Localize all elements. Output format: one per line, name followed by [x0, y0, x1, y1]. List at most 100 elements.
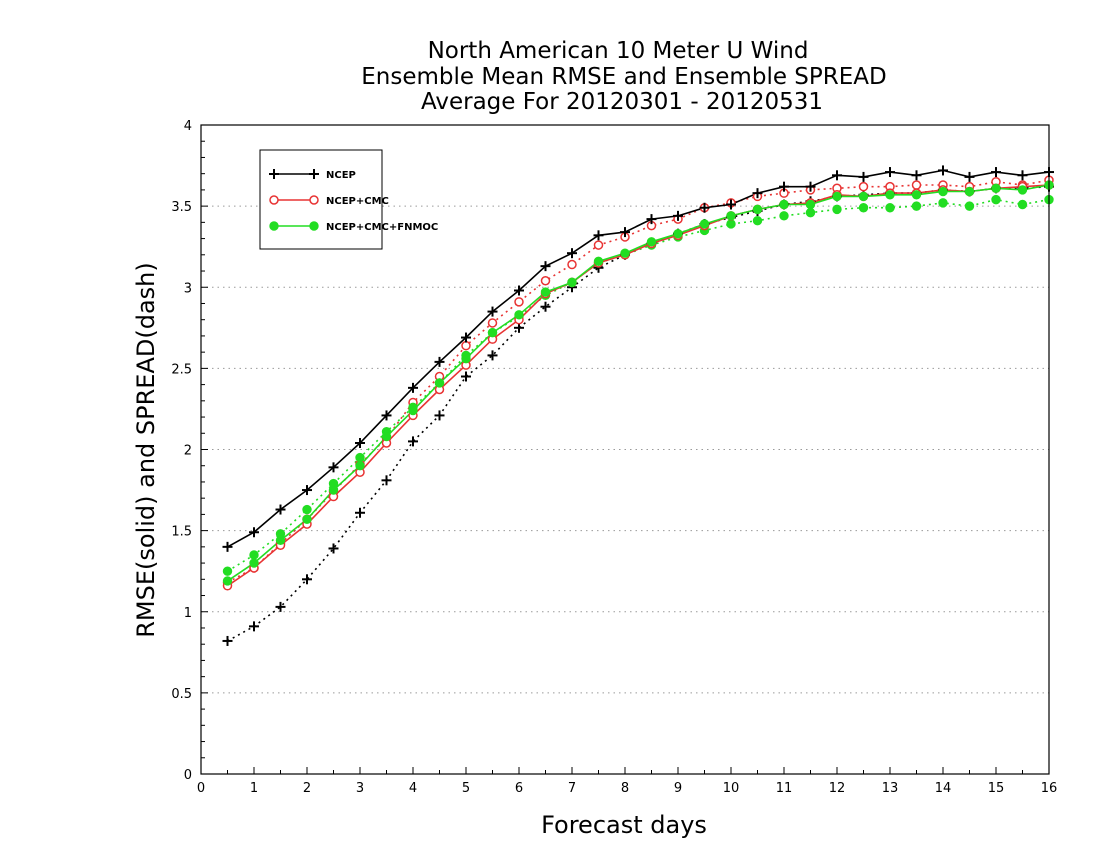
legend-marker-end-ncep [309, 169, 319, 179]
ncep-rmse-point-25 [885, 167, 895, 178]
ncep-cmc-fnmoc-rmse-point-20 [752, 204, 763, 215]
ncep-cmc-fnmoc-rmse-point-15 [620, 248, 630, 258]
ncep-spread-point-3 [302, 574, 312, 585]
ncep-cmc-fnmoc-spread-point-30 [1017, 199, 1028, 210]
legend-marker-start-ncep [269, 169, 279, 179]
ncep-spread-point-2 [275, 601, 286, 612]
ncep-cmc-fnmoc-rmse-point-22 [805, 199, 816, 210]
y-tick-label-2: 1 [184, 606, 192, 621]
ncep-rmse-point-28 [964, 171, 975, 182]
ncep-rmse-point-20 [752, 188, 763, 199]
x-tick-label-9: 9 [674, 781, 682, 796]
y-tick-label-3: 1.5 [171, 525, 192, 540]
legend-marker-end-ncep-cmc-fnmoc [309, 221, 319, 231]
y-tick-label-5: 2.5 [171, 362, 192, 377]
ncep-cmc-fnmoc-rmse-point-14 [593, 256, 604, 266]
ncep-spread-point-4 [328, 543, 339, 554]
legend-marker-start-ncep-cmc [269, 195, 279, 205]
ncep-rmse-point-22 [805, 181, 816, 192]
ncep-spread-point-11 [514, 322, 524, 333]
x-tick-label-15: 15 [988, 781, 1005, 796]
legend: NCEP NCEP+CMC NCEP+CMC+FNMOC [259, 149, 438, 250]
ncep-rmse-point-0 [222, 541, 233, 552]
ncep-spread-point-12 [540, 301, 551, 312]
x-tick-label-8: 8 [621, 781, 629, 796]
ncep-cmc-fnmoc-rmse-point-12 [540, 287, 551, 297]
ncep-cmc-fnmoc-rmse-point-0 [222, 576, 233, 586]
ncep-rmse-point-9 [461, 332, 471, 343]
ncep-rmse-point-12 [540, 261, 551, 272]
ncep-rmse-point-13 [567, 248, 577, 259]
ncep-spread-line [227, 185, 1050, 642]
ncep-rmse-point-11 [514, 285, 524, 296]
ncep-spread-point-9 [461, 371, 471, 382]
ncep-cmc-fnmoc-rmse-point-7 [408, 405, 418, 416]
x-tick-label-0: 0 [197, 781, 205, 796]
ncep-cmc-spread-point-14 [593, 240, 604, 250]
ncep-cmc-spread-point-13 [567, 259, 577, 270]
ncep-rmse-point-8 [434, 356, 445, 367]
ncep-rmse-point-17 [673, 210, 683, 221]
ncep-rmse-point-30 [1017, 170, 1028, 181]
chart-title-line-3: Average For 20120301 - 20120531 [421, 89, 823, 115]
y-tick-label-0: 0 [184, 768, 192, 783]
ncep-cmc-fnmoc-rmse-point-24 [858, 191, 869, 202]
x-tick-label-3: 3 [356, 781, 364, 796]
ncep-cmc-fnmoc-rmse-point-18 [699, 219, 710, 229]
ncep-cmc-fnmoc-rmse-point-29 [991, 183, 1001, 193]
ncep-cmc-spread-point-26 [911, 180, 922, 190]
ncep-rmse-point-10 [487, 306, 498, 317]
ncep-rmse-point-3 [302, 485, 312, 496]
ncep-rmse-point-19 [726, 199, 736, 210]
chart-title-line-1: North American 10 Meter U Wind [428, 38, 809, 64]
legend-marker-start-ncep-cmc-fnmoc [269, 221, 279, 231]
ncep-cmc-fnmoc-rmse-point-27 [938, 186, 948, 197]
ncep-spread-point-0 [222, 635, 233, 646]
x-tick-label-5: 5 [462, 781, 470, 796]
ncep-cmc-fnmoc-spread-point-21 [779, 211, 789, 221]
ncep-cmc-fnmoc-rmse-point-11 [514, 310, 524, 320]
x-tick-label-7: 7 [568, 781, 576, 796]
x-tick-label-4: 4 [409, 781, 417, 796]
x-tick-label-12: 12 [829, 781, 846, 796]
ncep-rmse-point-24 [858, 171, 869, 182]
x-axis: 0 1 2 3 4 5 6 7 8 9 10 11 12 13 14 15 16 [197, 767, 1057, 796]
x-tick-label-16: 16 [1041, 781, 1058, 796]
ncep-cmc-fnmoc-rmse-point-28 [964, 186, 975, 197]
ncep-cmc-fnmoc-spread-point-3 [302, 504, 312, 515]
legend-label-ncep-cmc-fnmoc: NCEP+CMC+FNMOC [326, 222, 438, 233]
ncep-cmc-fnmoc-rmse-point-16 [646, 237, 657, 247]
x-tick-label-10: 10 [723, 781, 740, 796]
ncep-cmc-spread-point-11 [514, 297, 524, 307]
x-tick-label-2: 2 [303, 781, 311, 796]
x-tick-label-6: 6 [515, 781, 523, 796]
ncep-rmse-point-2 [275, 504, 286, 515]
ncep-rmse-point-6 [381, 410, 392, 421]
ncep-cmc-fnmoc-rmse-point-6 [381, 431, 392, 442]
ncep-cmc-fnmoc-spread-point-22 [805, 207, 816, 218]
ncep-cmc-spread-point-12 [540, 276, 551, 286]
ncep-cmc-spread-point-24 [858, 181, 869, 192]
x-tick-label-1: 1 [250, 781, 258, 796]
y-axis-label: RMSE(solid) and SPREAD(dash) [132, 262, 160, 638]
ncep-rmse-point-23 [832, 170, 842, 181]
y-tick-label-1: 0.5 [171, 687, 192, 702]
ncep-rmse-point-21 [779, 181, 789, 192]
ncep-cmc-spread-line [227, 179, 1050, 584]
ncep-cmc-fnmoc-rmse-point-21 [779, 199, 789, 210]
ncep-spread-point-7 [408, 436, 418, 447]
ncep-cmc-fnmoc-spread-point-1 [249, 550, 259, 560]
ncep-rmse-point-5 [355, 438, 365, 449]
x-tick-label-13: 13 [882, 781, 899, 796]
ncep-rmse-point-27 [938, 165, 948, 176]
ncep-rmse-point-14 [593, 230, 604, 241]
ncep-spread-point-10 [487, 350, 498, 361]
x-tick-label-14: 14 [935, 781, 952, 796]
ncep-cmc-fnmoc-rmse-point-30 [1017, 185, 1028, 195]
ncep-rmse-point-15 [620, 227, 630, 238]
ncep-rmse-point-16 [646, 214, 657, 225]
ncep-cmc-fnmoc-rmse-point-25 [885, 190, 895, 200]
ncep-cmc-fnmoc-spread-point-20 [752, 216, 763, 226]
ncep-cmc-fnmoc-spread-point-19 [726, 219, 736, 229]
y-tick-label-4: 2 [184, 444, 192, 459]
